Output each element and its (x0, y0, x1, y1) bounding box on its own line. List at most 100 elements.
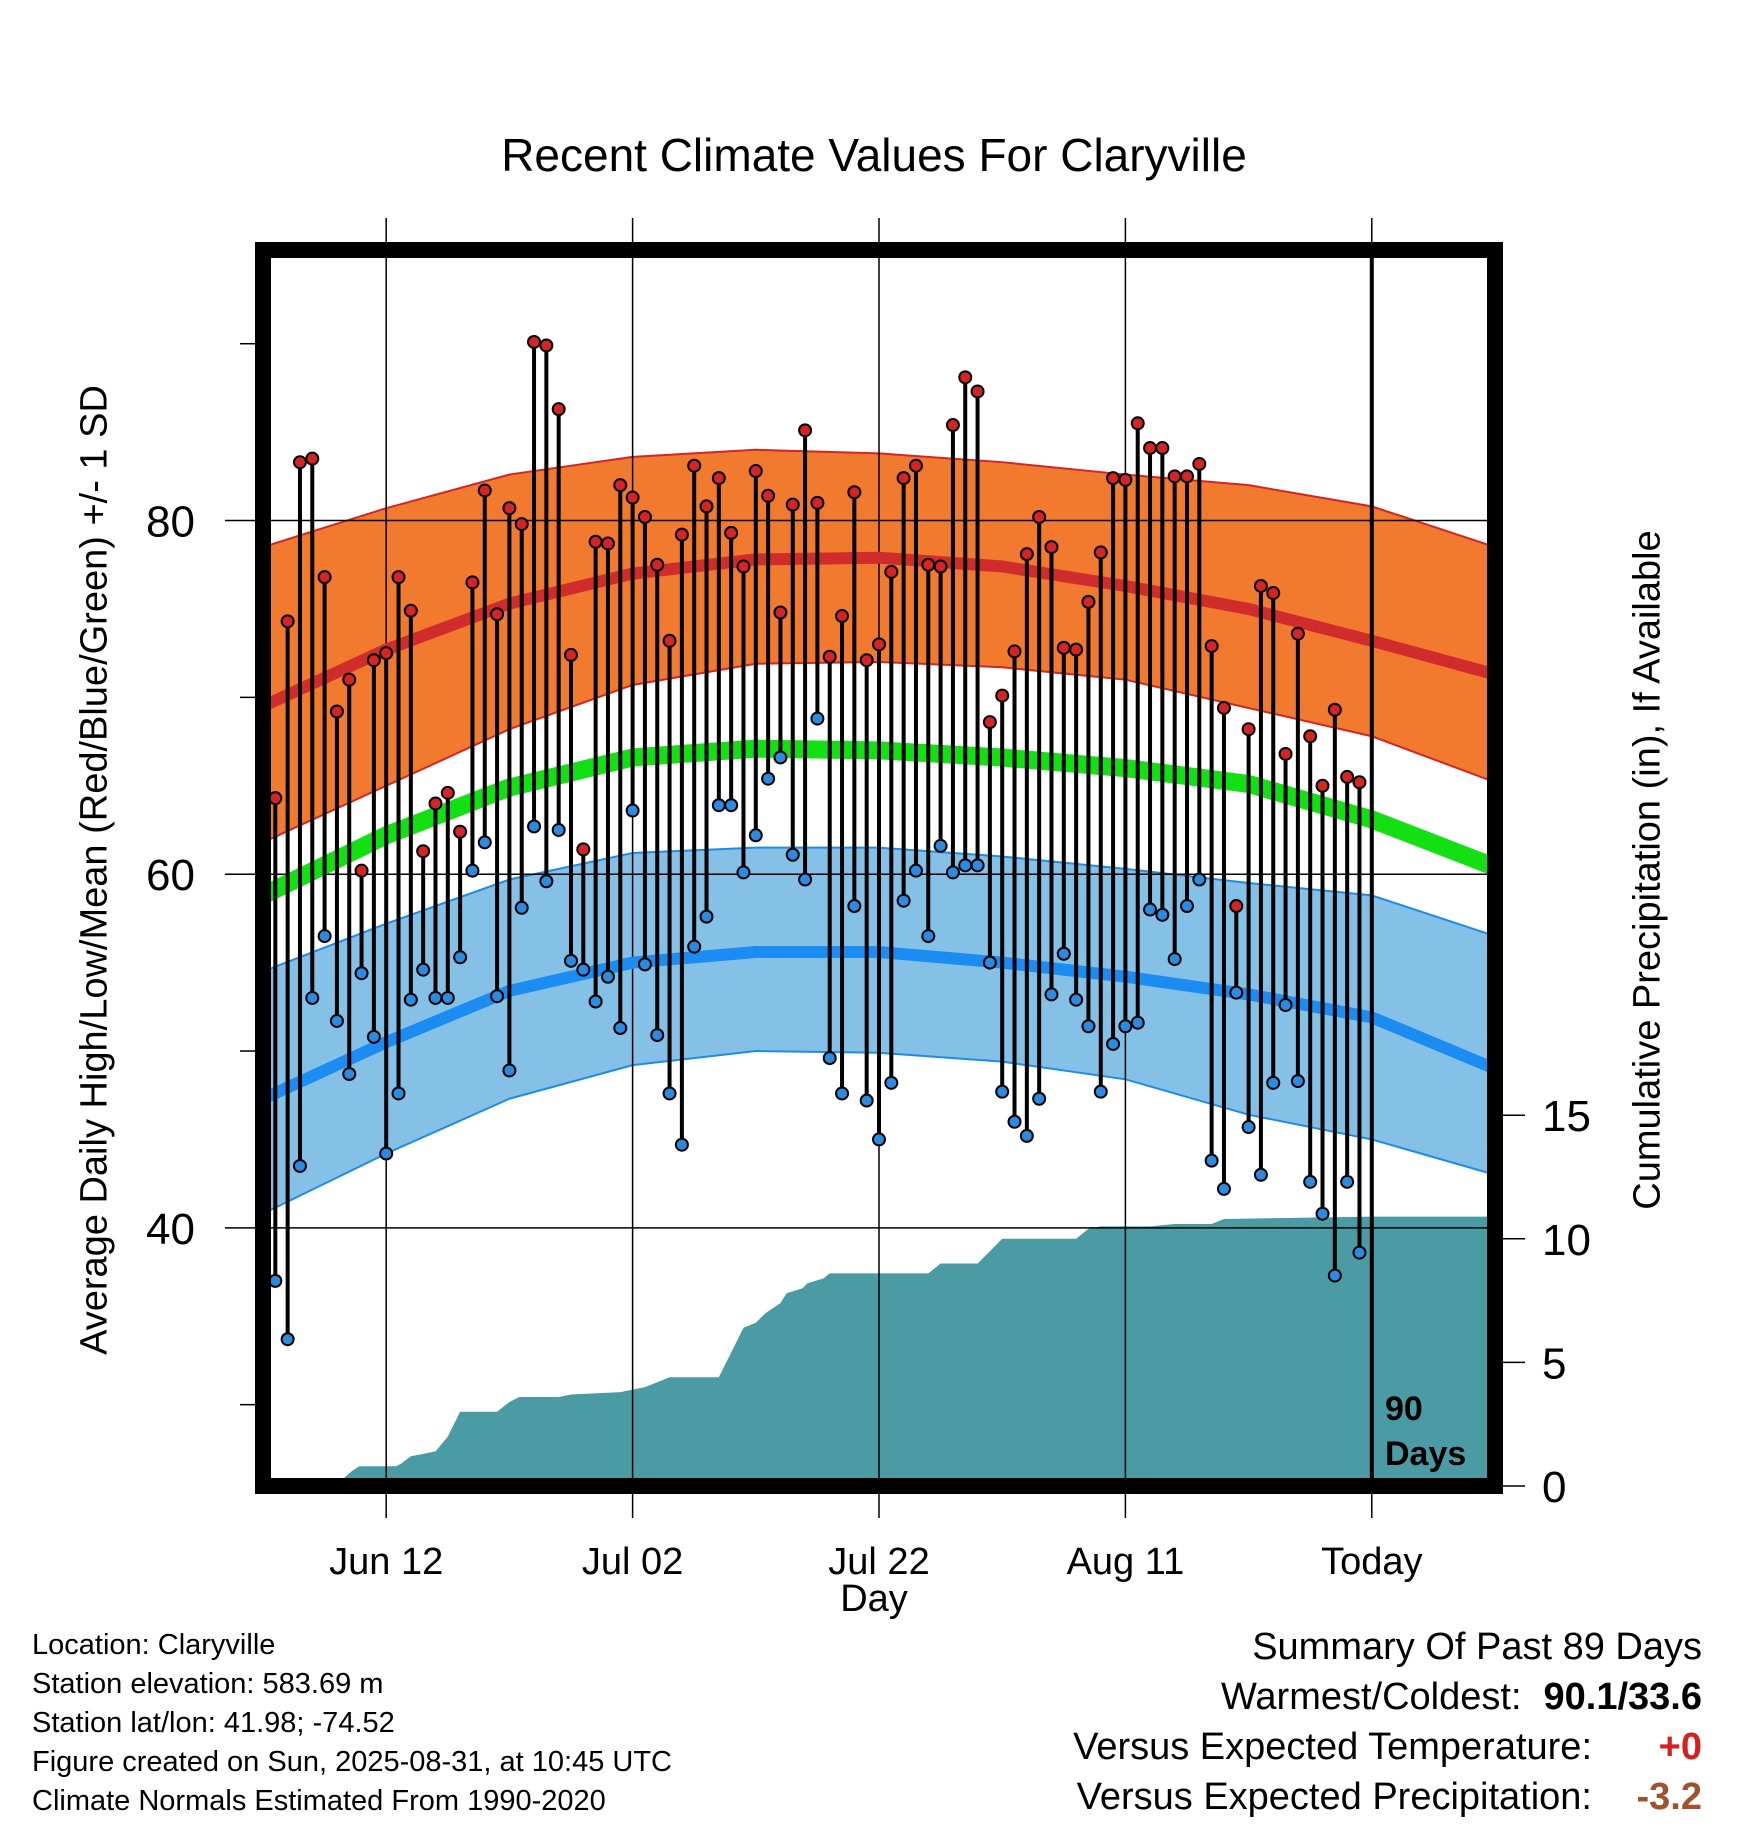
precip-label: Versus Expected Precipitation: (1076, 1776, 1592, 1818)
daily-low-point (453, 950, 468, 965)
daily-high-point (674, 527, 689, 542)
daily-high-point (514, 517, 529, 532)
daily-high-point (1278, 746, 1293, 761)
daily-low-point (896, 893, 911, 908)
daily-high-point (736, 559, 751, 574)
daily-high-point (1019, 547, 1034, 562)
summary-heading: Summary Of Past 89 Days (1252, 1626, 1702, 1668)
daily-values (268, 334, 1367, 1347)
warm-cold-label: Warmest/Coldest: (1220, 1676, 1522, 1718)
daily-high-point (1130, 416, 1145, 431)
daily-high-point (502, 501, 517, 516)
created-text: Figure created on Sun, 2025-08-31, at 10… (32, 1746, 672, 1778)
y-left-tick-label: 40 (146, 1205, 195, 1254)
daily-low-point (1106, 1036, 1121, 1051)
y-right-tick-label: 0 (1542, 1463, 1566, 1512)
latlon-text: Station lat/lon: 41.98; -74.52 (32, 1707, 395, 1739)
daily-high-point (724, 525, 739, 540)
x-tick-label: Jul 02 (582, 1541, 683, 1583)
daily-low-point (884, 1075, 899, 1090)
daily-low-point (1241, 1120, 1256, 1135)
daily-low-point (1007, 1114, 1022, 1129)
daily-high-point (835, 609, 850, 624)
daily-high-point (1106, 471, 1121, 486)
daily-low-point (958, 858, 973, 873)
daily-low-point (342, 1067, 357, 1081)
daily-high-point (403, 603, 418, 618)
daily-high-point (896, 471, 911, 486)
daily-low-point (995, 1084, 1010, 1099)
daily-low-point (847, 899, 862, 914)
daily-low-point (465, 863, 480, 878)
daily-high-point (773, 605, 788, 620)
daily-high-point (1007, 644, 1022, 659)
daily-low-point (305, 990, 320, 1005)
daily-high-point (662, 633, 677, 648)
daily-high-point (354, 863, 369, 878)
y-axis-right-label: Cumulative Precipitation (in), If Availa… (1626, 530, 1669, 1210)
daily-high-point (1081, 594, 1096, 609)
daily-high-point (921, 557, 936, 572)
daily-high-point (847, 485, 862, 500)
daily-high-point (699, 499, 714, 514)
normal-high-line (263, 551, 1495, 712)
daily-high-point (1266, 586, 1281, 601)
daily-low-point (1192, 872, 1207, 887)
daily-low-point (1204, 1153, 1219, 1168)
daily-low-point (539, 874, 554, 889)
daily-low-point (736, 865, 751, 880)
daily-high-point (366, 653, 381, 668)
daily-high-point (1044, 540, 1059, 555)
daily-high-point (933, 559, 948, 574)
precip-row: Versus Expected Precipitation: -3.2 (1073, 1772, 1702, 1822)
daily-high-point (1241, 722, 1256, 737)
daily-high-point (1204, 639, 1219, 654)
daily-high-point (428, 796, 443, 811)
daily-low-point (637, 957, 652, 972)
y-axis-left-label: Average Daily High/Low/Mean (Red/Blue/Gr… (73, 385, 116, 1355)
daily-low-point (1069, 992, 1084, 1007)
daily-low-point (748, 828, 763, 843)
daily-low-point (490, 989, 505, 1004)
daily-low-point (1278, 998, 1293, 1013)
daily-high-point (908, 458, 923, 473)
daily-low-point (428, 990, 443, 1005)
daily-high-point (292, 455, 307, 470)
temp-value: +0 (1658, 1726, 1702, 1768)
daily-high-point (1155, 441, 1170, 456)
daily-high-point (440, 785, 455, 800)
precip-area (336, 1216, 1495, 1486)
daily-high-point (970, 384, 985, 399)
today-days-number: 90 (1385, 1390, 1423, 1428)
daily-high-point (1118, 472, 1133, 487)
daily-high-point (637, 510, 652, 525)
daily-high-point (822, 649, 837, 664)
warm-cold-value: 90.1/33.6 (1543, 1676, 1702, 1718)
daily-high-point (1032, 510, 1047, 525)
x-tick-label: Jun 12 (329, 1541, 443, 1583)
daily-high-point (379, 646, 394, 661)
summary-panel: Summary Of Past 89 Days Warmest/Coldest:… (1073, 1622, 1702, 1822)
daily-high-point (958, 370, 973, 385)
daily-high-point (748, 464, 763, 479)
daily-high-point (268, 791, 283, 806)
location-text: Location: Claryville (32, 1629, 276, 1661)
y-right-tick-label: 10 (1542, 1216, 1591, 1265)
daily-low-point (292, 1158, 307, 1173)
daily-high-point (416, 844, 431, 859)
daily-high-point (576, 842, 591, 857)
daily-low-point (613, 1021, 628, 1036)
daily-high-point (391, 570, 406, 585)
daily-low-point (1118, 1019, 1133, 1034)
daily-high-point (785, 497, 800, 512)
daily-high-point (945, 418, 960, 433)
daily-high-point (650, 557, 665, 572)
daily-high-point (687, 458, 702, 473)
daily-high-point (539, 338, 554, 353)
today-marker: 90 Days (1369, 250, 1466, 1486)
daily-low-point (477, 835, 492, 850)
temp-label: Versus Expected Temperature: (1073, 1726, 1592, 1768)
daily-low-point (1056, 946, 1071, 961)
x-tick-label: Jul 22 (828, 1541, 929, 1583)
daily-high-point (329, 704, 344, 719)
